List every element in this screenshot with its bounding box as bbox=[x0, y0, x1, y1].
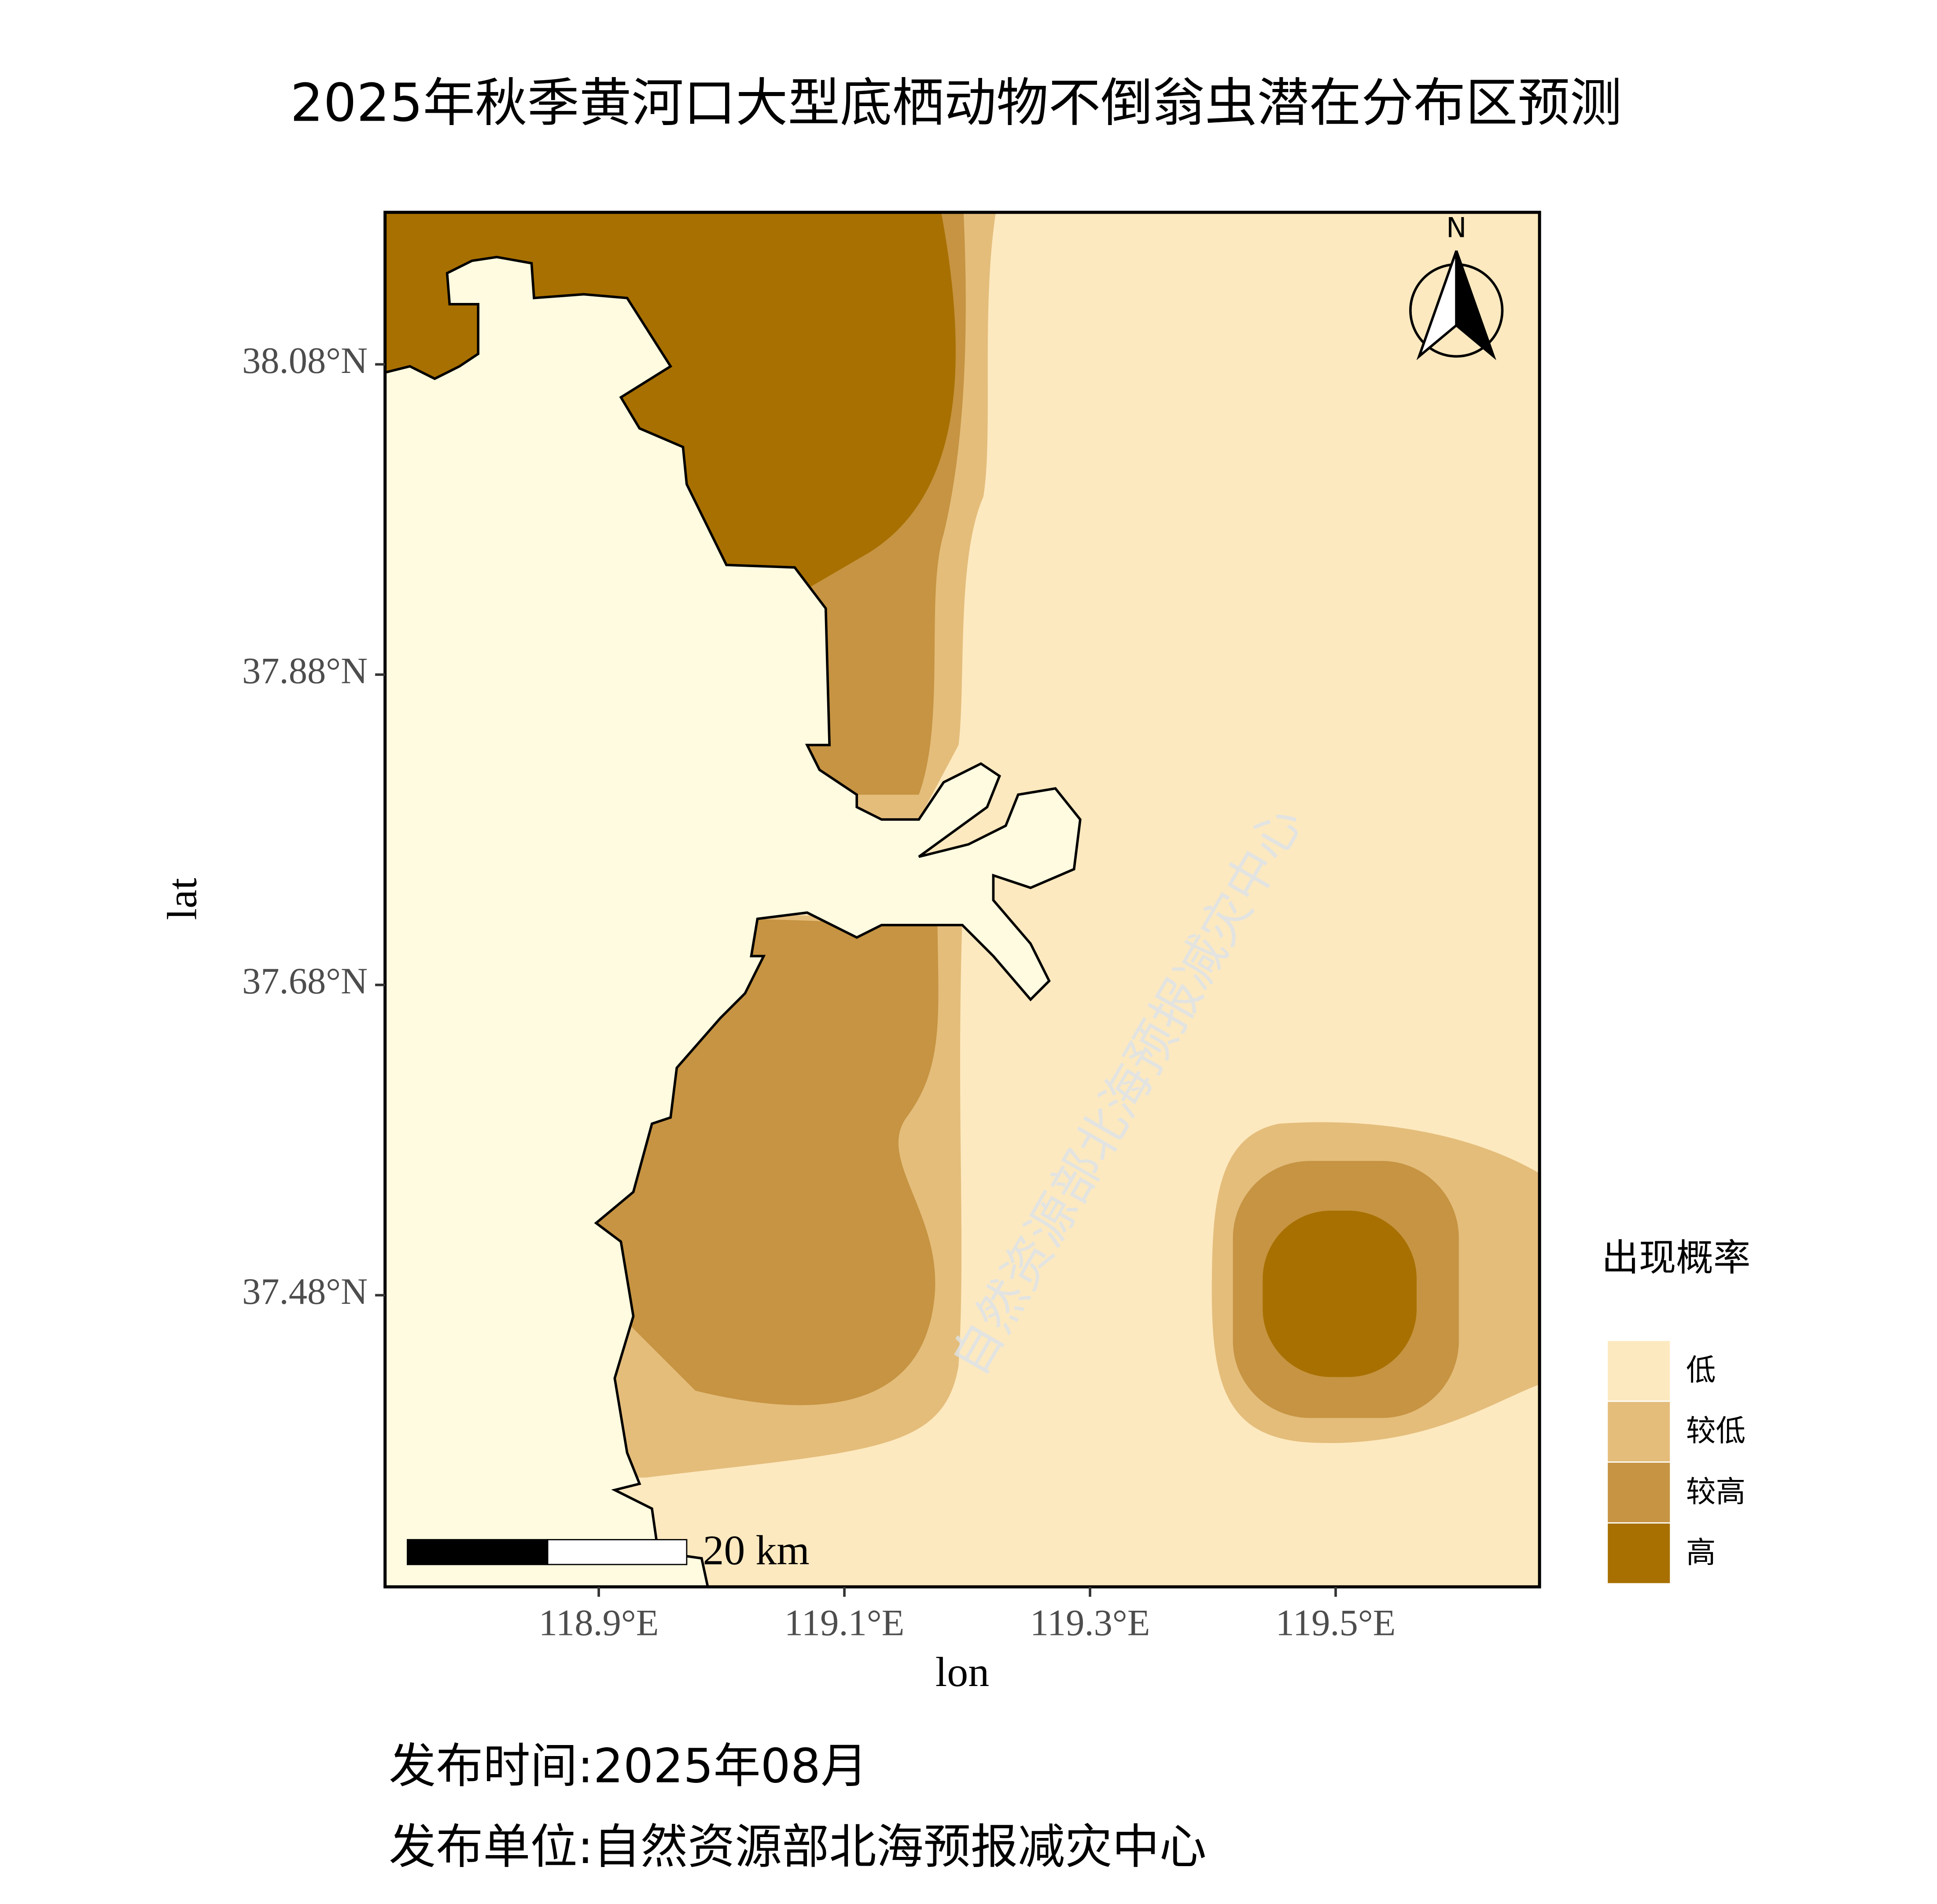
north-arrow-right bbox=[1455, 250, 1496, 361]
x-axis-label: lon bbox=[935, 1649, 990, 1695]
land bbox=[385, 255, 1082, 1587]
title: 2025年秋季黄河口大型底栖动物不倒翁虫潜在分布区预测 bbox=[290, 73, 1622, 133]
legend-swatch bbox=[1608, 1402, 1670, 1461]
scale-bar-label: 20 km bbox=[703, 1527, 810, 1573]
legend-title: 出现概率 bbox=[1602, 1236, 1750, 1280]
legend-label: 低 bbox=[1686, 1352, 1716, 1387]
contour-high bbox=[1263, 1210, 1417, 1377]
footer-unit: 发布单位:自然资源部北海预报减灾中心 bbox=[389, 1820, 1206, 1874]
scale-bar-white bbox=[547, 1539, 688, 1565]
x-tick-label: 119.1°E bbox=[784, 1602, 905, 1643]
plot-frame bbox=[383, 210, 1541, 1589]
scale-bar-black bbox=[407, 1539, 549, 1565]
y-axis-label: lat bbox=[158, 878, 205, 920]
x-tick-label: 119.3°E bbox=[1030, 1602, 1150, 1643]
legend-label: 较低 bbox=[1686, 1413, 1746, 1448]
y-tick-label: 37.48°N bbox=[242, 1271, 368, 1312]
legend-label: 高 bbox=[1686, 1535, 1716, 1570]
x-tick-label: 119.5°E bbox=[1276, 1602, 1396, 1643]
contour-layer: 自然资源部北海预报减灾中心 20 km N bbox=[385, 212, 1540, 1587]
north-label: N bbox=[1446, 212, 1466, 244]
y-tick-label: 37.88°N bbox=[242, 651, 368, 692]
legend-swatch bbox=[1608, 1523, 1670, 1583]
legend-swatch bbox=[1608, 1341, 1670, 1401]
y-tick-label: 37.68°N bbox=[242, 961, 368, 1002]
y-tick-label: 38.08°N bbox=[242, 340, 368, 381]
legend-label: 较高 bbox=[1686, 1474, 1746, 1509]
footer-time: 发布时间:2025年08月 bbox=[389, 1739, 868, 1794]
legend-swatch bbox=[1608, 1462, 1670, 1523]
x-tick-label: 118.9°E bbox=[539, 1602, 659, 1643]
